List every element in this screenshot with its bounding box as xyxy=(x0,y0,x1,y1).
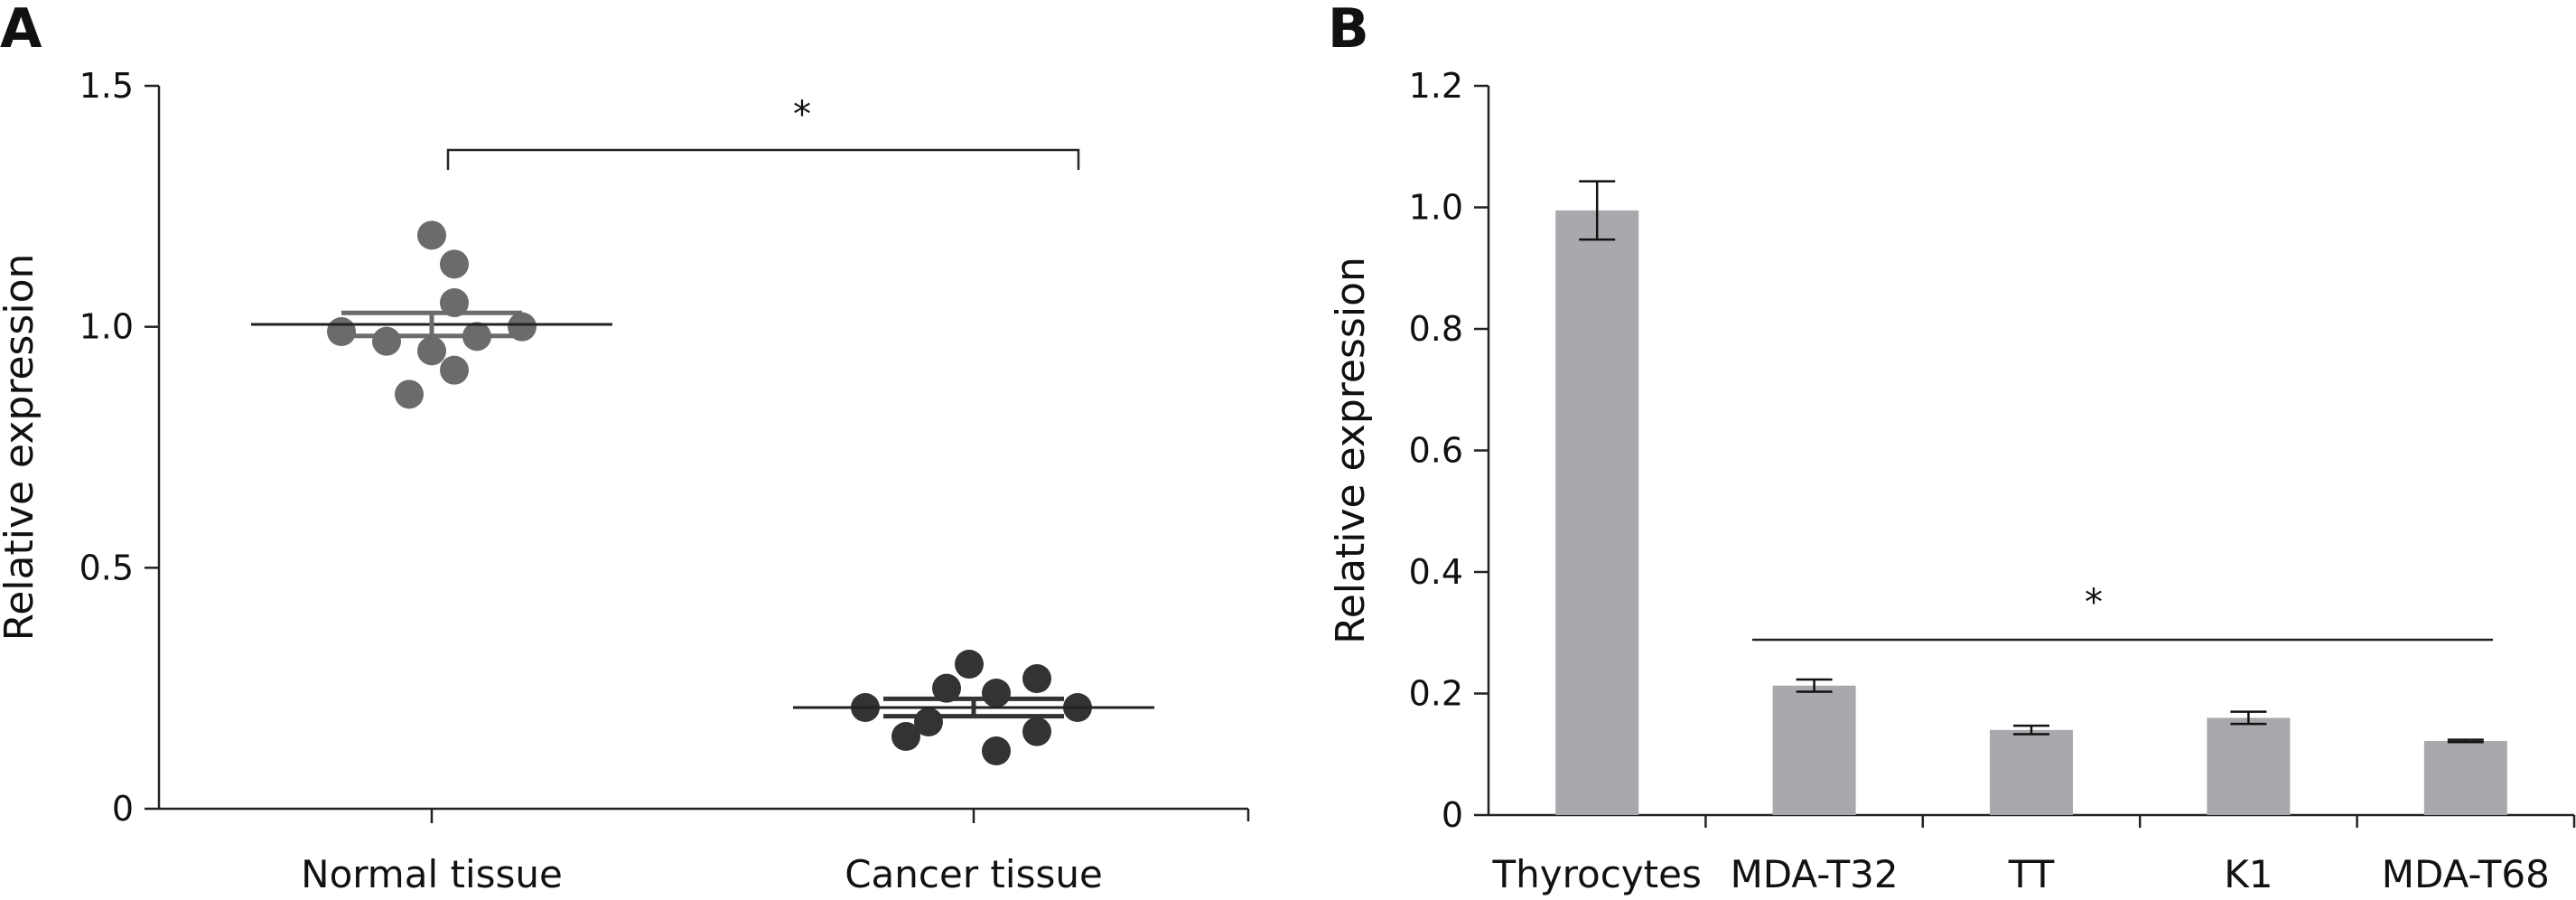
bar xyxy=(1990,729,2073,815)
x-tick-label: Thyrocytes xyxy=(1492,852,1702,896)
significance-bracket xyxy=(446,148,1080,170)
data-point xyxy=(417,220,446,250)
data-point xyxy=(440,288,469,317)
data-point xyxy=(891,722,920,751)
data-point xyxy=(440,355,469,385)
data-point xyxy=(440,249,469,279)
bar xyxy=(2423,740,2507,815)
panel-b-chart: 0 0.2 0.4 0.6 0.8 1.0 1.2 Relative expression Th… xyxy=(1328,66,2576,896)
x-tick-label: MDA-T68 xyxy=(2382,852,2550,896)
data-point xyxy=(932,673,961,703)
x-tick-label: TT xyxy=(2008,852,2055,896)
y-tick-label: 0 xyxy=(1442,795,1463,835)
x-tick-label: K1 xyxy=(2224,852,2273,896)
panel-a-chart: 0 0.5 1.0 1.5 Relative expression Normal tiss… xyxy=(0,66,1250,896)
y-tick-label: 0.5 xyxy=(79,548,134,587)
y-tick-label: 1.2 xyxy=(1409,66,1463,106)
y-axis-label: Relative expression xyxy=(1328,257,1374,644)
data-point xyxy=(955,650,984,679)
y-tick-label: 0.6 xyxy=(1409,431,1463,471)
y-tick-label: 0.8 xyxy=(1409,309,1463,349)
significance-marker: * xyxy=(793,94,811,136)
y-tick-label: 1.5 xyxy=(79,66,134,106)
y-axis-label: Relative expression xyxy=(0,254,42,642)
data-point xyxy=(914,708,943,736)
y-tick-label: 1.0 xyxy=(79,307,134,347)
data-point xyxy=(982,679,1011,708)
x-tick-label: Cancer tissue xyxy=(845,852,1103,896)
y-tick-label: 0.2 xyxy=(1409,674,1463,714)
data-point xyxy=(417,336,446,366)
y-tick-label: 1.0 xyxy=(1409,188,1463,228)
data-point xyxy=(395,380,424,409)
significance-marker: * xyxy=(2085,582,2103,623)
y-tick-label: 0 xyxy=(112,789,134,829)
x-tick-label: Normal tissue xyxy=(301,852,563,896)
data-point xyxy=(372,326,401,356)
bar xyxy=(1772,685,1856,815)
data-point xyxy=(982,736,1011,765)
y-tick-label: 0.4 xyxy=(1409,552,1463,592)
data-point xyxy=(1022,717,1051,746)
x-tick-label: MDA-T32 xyxy=(1731,852,1899,896)
panel-b-label: B xyxy=(1328,0,1369,61)
bar xyxy=(1555,210,1639,816)
panel-a-label: A xyxy=(0,0,42,61)
bar xyxy=(2207,717,2291,815)
data-point xyxy=(1022,664,1051,693)
data-point xyxy=(327,317,356,346)
